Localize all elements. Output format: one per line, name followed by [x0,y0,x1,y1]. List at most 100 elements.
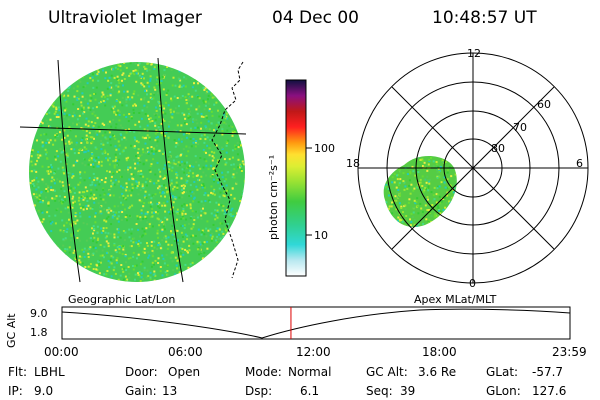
speckle-pixel [383,227,385,229]
speckle-pixel [93,236,96,239]
speckle-pixel [438,229,440,231]
speckle-pixel [47,269,50,272]
speckle-pixel [226,117,229,120]
speckle-pixel [447,186,450,189]
speckle-pixel [223,103,226,106]
speckle-pixel [178,84,181,87]
speckle-pixel [187,114,190,117]
speckle-pixel [60,266,63,269]
speckle-pixel [78,228,81,231]
speckle-pixel [397,233,399,235]
speckle-pixel [214,218,217,221]
speckle-pixel [184,279,187,282]
speckle-pixel [122,197,125,199]
speckle-pixel [51,104,54,107]
geo-grid-lines [19,57,247,283]
speckle-pixel [226,91,229,94]
speckle-pixel [224,73,227,76]
speckle-pixel [118,119,121,122]
mlt-label-top: 12 [467,47,481,60]
speckle-pixel [145,67,148,70]
speckle-pixel [106,210,109,213]
speckle-pixel [174,273,177,276]
speckle-pixel [458,218,460,220]
speckle-pixel [183,191,185,194]
speckle-pixel [419,178,422,181]
speckle-pixel [207,262,210,265]
speckle-pixel [135,104,137,107]
speckle-pixel [78,259,81,262]
speckle-pixel [146,106,149,109]
speckle-pixel [46,266,49,268]
speckle-pixel [146,134,149,137]
speckle-pixel [241,164,244,167]
speckle-pixel [91,253,94,256]
speckle-pixel [132,104,135,107]
speckle-pixel [408,198,411,201]
speckle-pixel [422,222,425,225]
speckle-pixel [398,182,401,185]
speckle-pixel [76,219,79,222]
speckle-pixel [185,181,188,184]
speckle-pixel [119,124,122,127]
speckle-pixel [148,169,151,172]
speckle-pixel [175,130,178,133]
speckle-pixel [169,151,172,153]
speckle-pixel [67,204,70,207]
speckle-pixel [118,144,121,147]
speckle-pixel [116,170,119,173]
speckle-pixel [132,111,135,114]
speckle-pixel [163,107,166,110]
speckle-pixel [215,201,218,204]
speckle-pixel [436,228,438,230]
speckle-pixel [141,136,144,139]
speckle-pixel [449,231,451,233]
speckle-pixel [56,244,59,247]
speckle-pixel [107,245,110,248]
speckle-pixel [185,136,188,139]
speckle-pixel [398,164,401,167]
speckle-pixel [81,92,84,95]
speckle-pixel [78,203,81,206]
speckle-pixel [222,280,225,282]
speckle-pixel [387,223,390,226]
speckle-pixel [206,220,209,223]
speckle-pixel [54,214,57,217]
speckle-pixel [64,142,67,145]
speckle-pixel [126,90,129,93]
speckle-pixel [135,180,138,183]
speckle-pixel [187,175,190,178]
speckle-pixel [163,69,166,72]
speckle-pixel [159,219,162,222]
speckle-pixel [214,76,216,78]
speckle-pixel [60,187,63,190]
speckle-pixel [124,275,127,278]
speckle-pixel [80,196,83,198]
speckle-pixel [222,194,225,197]
speckle-pixel [435,154,437,156]
speckle-pixel [440,181,443,184]
speckle-pixel [224,227,227,230]
speckle-pixel [202,184,205,187]
speckle-pixel [143,96,146,99]
speckle-pixel [140,153,143,156]
speckle-pixel [176,174,179,177]
speckle-pixel [189,138,192,140]
speckle-pixel [212,265,214,268]
speckle-pixel [175,156,178,158]
speckle-pixel [140,82,143,85]
speckle-pixel [151,120,154,122]
speckle-pixel [104,149,106,152]
speckle-pixel [138,131,141,134]
speckle-pixel [148,254,151,257]
speckle-pixel [96,62,99,65]
speckle-pixel [86,207,88,210]
speckle-pixel [172,212,175,215]
speckle-pixel [116,78,119,81]
speckle-pixel [32,70,35,73]
speckle-pixel [135,155,138,157]
speckle-pixel [93,176,96,179]
speckle-pixel [143,65,146,68]
speckle-pixel [87,252,90,255]
speckle-pixel [421,165,424,167]
